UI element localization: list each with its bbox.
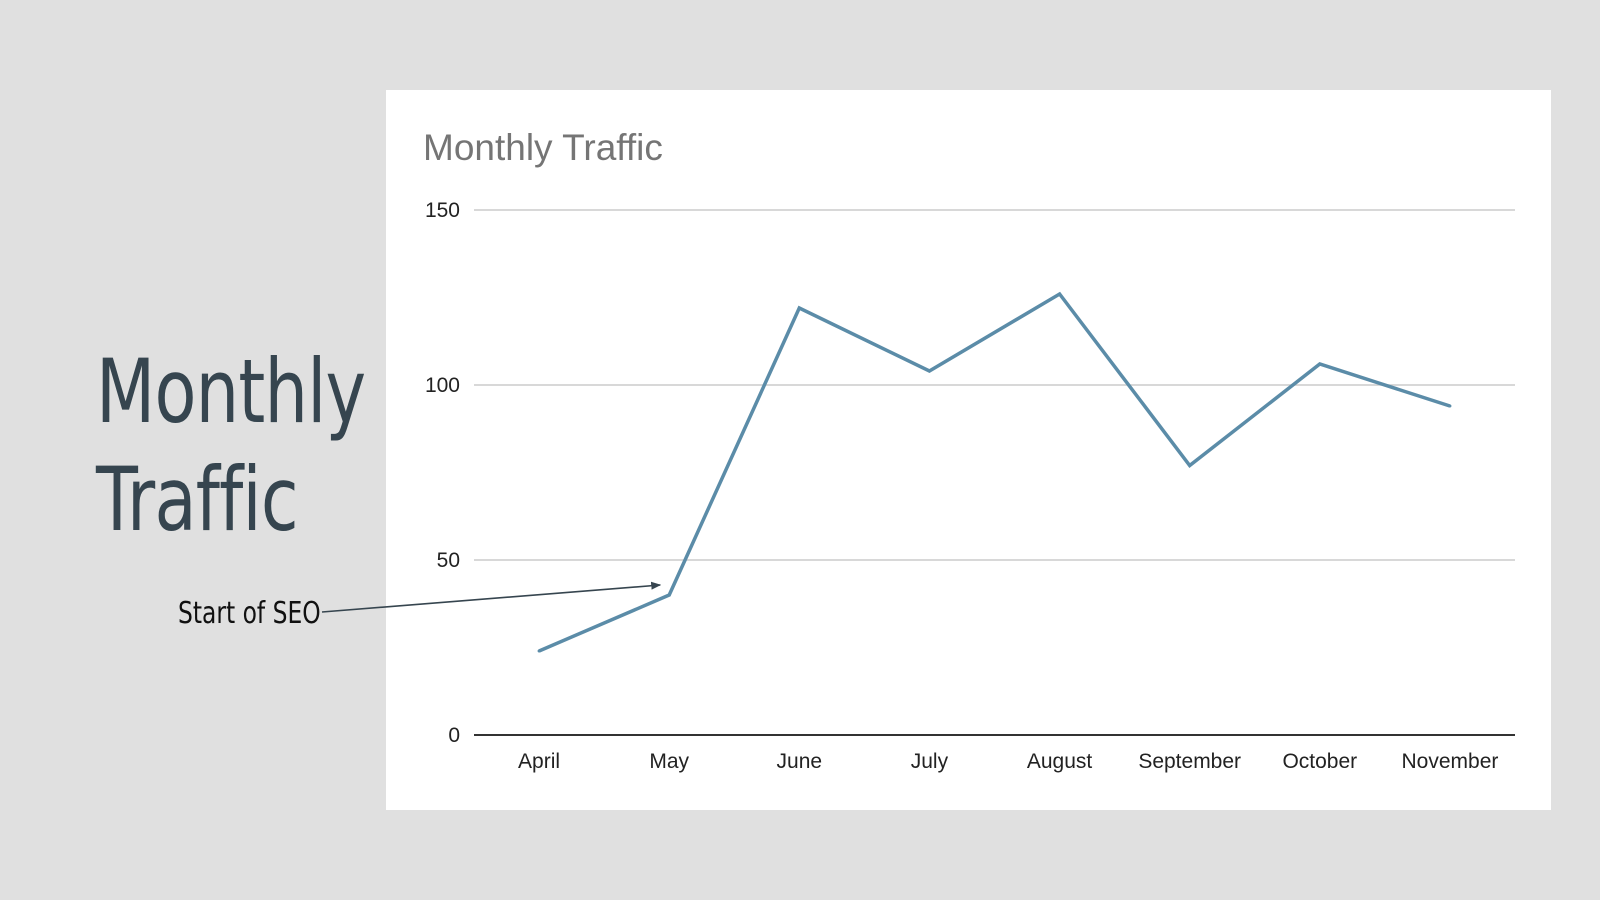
y-tick-label: 100 <box>425 374 460 397</box>
x-tick-label: June <box>777 750 823 773</box>
x-tick-label: November <box>1402 750 1499 773</box>
x-tick-label: April <box>518 750 560 773</box>
data-point <box>797 306 801 310</box>
data-point <box>1448 404 1452 408</box>
slide-title-line-2: Traffic <box>96 448 299 551</box>
data-point <box>927 369 931 373</box>
y-tick-label: 50 <box>437 549 460 572</box>
data-point <box>537 649 541 653</box>
data-point <box>1188 464 1192 467</box>
x-tick-label: October <box>1282 750 1357 773</box>
y-tick-label: 0 <box>448 724 460 747</box>
data-point <box>1058 292 1062 296</box>
slide-title-line-1: Monthly <box>96 340 366 443</box>
data-point <box>667 593 671 597</box>
annotation-label: Start of SEO <box>178 596 321 631</box>
chart-card: Monthly Traffic 0 50 100 150 April May June Jul… <box>386 90 1551 810</box>
x-tick-label: August <box>1027 750 1093 773</box>
x-tick-label: July <box>911 750 949 773</box>
y-tick-label: 150 <box>425 199 460 222</box>
data-point <box>1318 362 1322 366</box>
series-line <box>538 291 1451 653</box>
x-tick-label: May <box>649 750 689 773</box>
x-tick-label: September <box>1138 750 1241 773</box>
line-chart: 0 50 100 150 April May June July August September… <box>425 199 1515 773</box>
chart-title: Monthly Traffic <box>423 127 663 168</box>
slide-title: Monthly Traffic <box>96 338 366 554</box>
